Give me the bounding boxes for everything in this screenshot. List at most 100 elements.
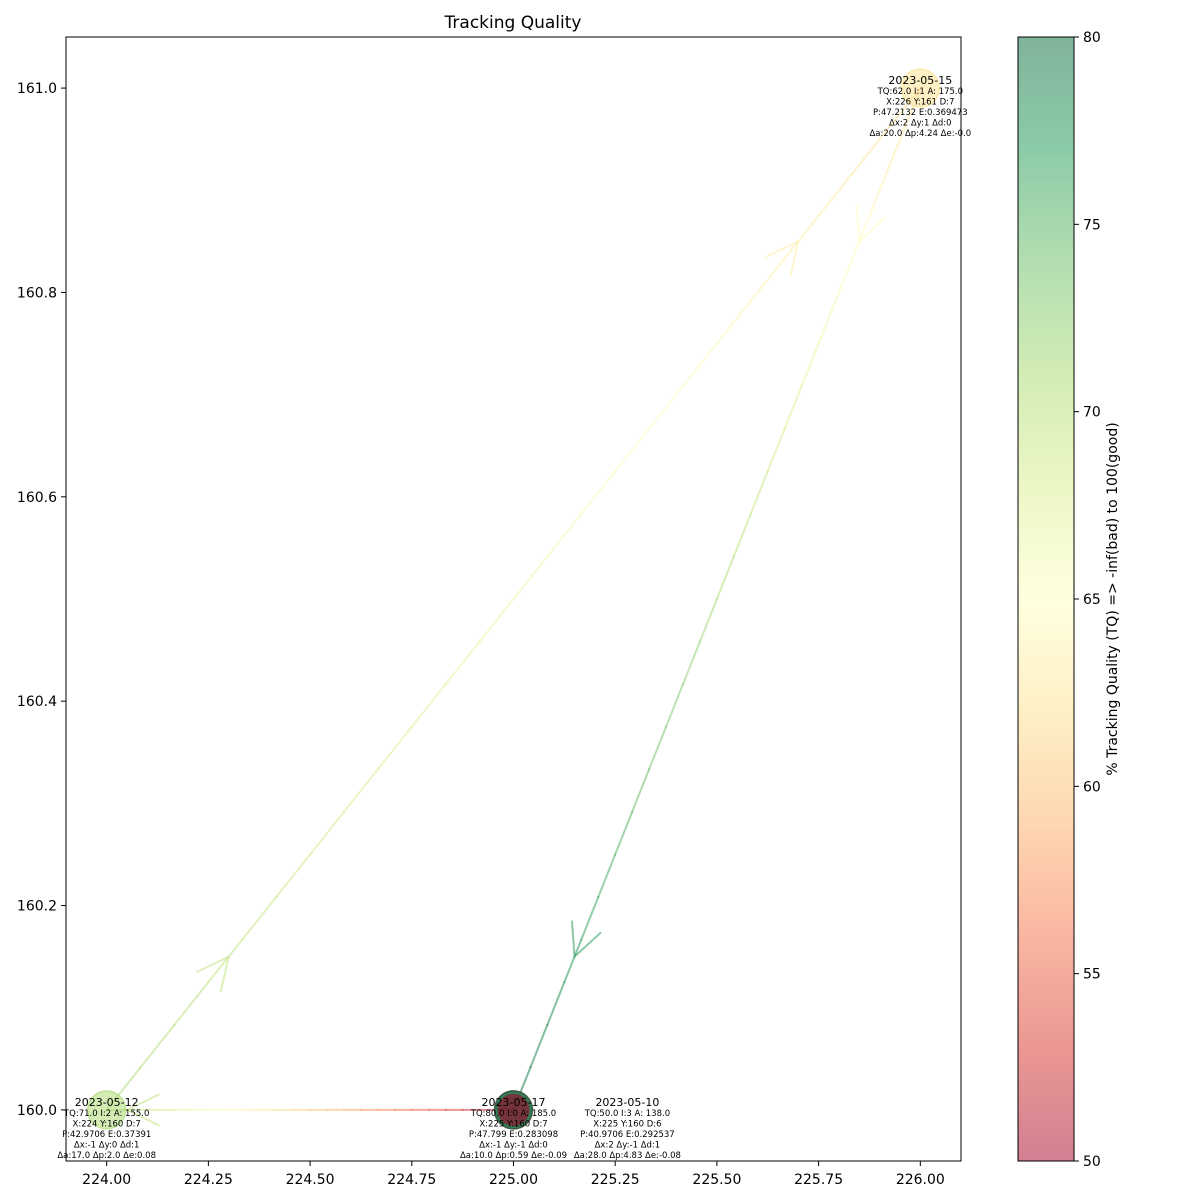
x-tick-label: 224.25 xyxy=(184,1172,233,1188)
path-segment xyxy=(275,853,312,899)
annotation-date: 2023-05-12 xyxy=(75,1096,139,1109)
path-segment xyxy=(698,598,718,643)
path-segment xyxy=(444,640,481,686)
path-segment xyxy=(648,725,668,771)
colorbar-tick-label: 65 xyxy=(1083,592,1101,608)
annotation-line: TQ:62.0 I:1 A: 175.0 xyxy=(877,87,963,97)
path-segment xyxy=(410,683,447,728)
path-segment xyxy=(749,470,769,515)
path-segment xyxy=(597,853,617,899)
colorbar-tick-label: 50 xyxy=(1083,1154,1101,1170)
path-arrowhead xyxy=(855,205,887,244)
data-point xyxy=(86,1090,127,1130)
x-tick-label: 225.75 xyxy=(794,1172,843,1188)
colorbar-tick-label: 60 xyxy=(1083,779,1101,795)
chart-title: Tracking Quality xyxy=(444,13,582,33)
path-arrowhead xyxy=(195,954,231,992)
annotation-line: Δa:28.0 Δp:4.83 Δe:-0.08 xyxy=(574,1151,681,1161)
colorbar: % Tracking Quality (TQ) => -inf(bad) to … xyxy=(1017,30,1121,1170)
y-tick-label: 160.4 xyxy=(17,694,57,710)
annotation-line: Δx:-1 Δy:0 Δd:1 xyxy=(74,1140,140,1150)
annotation-line: X:225 Y:160 D:6 xyxy=(593,1119,661,1129)
path-segment xyxy=(715,299,752,345)
path-arrowhead xyxy=(570,920,602,959)
path-segment xyxy=(783,385,803,430)
path-segment xyxy=(817,172,854,217)
path-segment xyxy=(563,938,583,984)
y-tick-label: 160.6 xyxy=(17,490,57,506)
y-tick-label: 160.8 xyxy=(17,285,57,301)
annotation-line: TQ:80.0 I:0 A: 185.0 xyxy=(470,1109,556,1119)
data-point xyxy=(900,68,941,108)
y-tick-label: 160.2 xyxy=(17,899,57,915)
colorbar-tick-label: 70 xyxy=(1083,405,1101,421)
annotation-line: X:225 Y:160 D:7 xyxy=(479,1119,547,1129)
path-segment xyxy=(207,938,244,984)
annotation-line: Δx:2 Δy:-1 Δd:1 xyxy=(595,1140,661,1150)
path-segment xyxy=(800,342,820,388)
annotation-date: 2023-05-15 xyxy=(888,74,952,87)
path-segment xyxy=(868,172,888,217)
path-arrowhead xyxy=(124,1093,160,1127)
annotation-line: Δa:17.0 Δp:2.0 Δe:0.08 xyxy=(57,1151,156,1161)
annotation-line: X:224 Y:160 D:7 xyxy=(73,1119,141,1129)
path-segment xyxy=(614,427,651,473)
path-segment xyxy=(614,810,634,856)
data-point-overlap xyxy=(495,1091,532,1128)
annotation-date: 2023-05-10 xyxy=(595,1096,659,1109)
path-segment xyxy=(851,214,871,260)
annotation-line: TQ:71.0 I:2 A: 155.0 xyxy=(63,1109,149,1119)
path-segment xyxy=(834,257,854,302)
x-tick-label: 224.00 xyxy=(82,1172,131,1188)
path-segment xyxy=(648,385,685,430)
path-segment xyxy=(546,981,566,1026)
path-segment xyxy=(529,1023,549,1069)
path-segment xyxy=(715,555,735,600)
path-segment xyxy=(851,129,888,175)
path-segment xyxy=(376,725,413,771)
path-segment xyxy=(478,598,515,643)
x-tick-label: 224.75 xyxy=(387,1172,436,1188)
y-tick-label: 160.0 xyxy=(17,1103,57,1119)
path-segment xyxy=(580,896,600,941)
path-segment xyxy=(342,768,379,813)
path-segment xyxy=(546,512,583,558)
x-tick-label: 225.50 xyxy=(692,1172,741,1188)
axes: 224.00 224.25 224.50 224.75 225.00 225.25 225.… xyxy=(17,81,945,1188)
path-segment xyxy=(139,1023,176,1069)
colorbar-tick-label: 75 xyxy=(1083,217,1101,233)
annotation-line: TQ:50.0 I:3 A: 138.0 xyxy=(584,1109,670,1119)
annotation-date: 2023-05-17 xyxy=(482,1096,546,1109)
annotation-line: Δa:20.0 Δp:4.24 Δe:-0.0 xyxy=(869,129,971,139)
colorbar-tick-label: 80 xyxy=(1083,30,1101,46)
annotation-line: P:47.2132 E:0.369473 xyxy=(873,108,968,118)
path-segment xyxy=(173,981,210,1026)
x-tick-label: 225.25 xyxy=(591,1172,640,1188)
path-segment xyxy=(749,257,786,302)
path-segment xyxy=(766,427,786,473)
annotation-line: P:42.9706 E:0.37391 xyxy=(62,1130,151,1140)
path-segment xyxy=(885,129,905,175)
annotation-line: P:47.799 E:0.283098 xyxy=(469,1130,558,1140)
annotation-line: P:40.9706 E:0.292537 xyxy=(580,1130,675,1140)
path-segment xyxy=(682,640,701,686)
path-segment xyxy=(580,470,617,515)
path-segment xyxy=(631,768,651,813)
y-tick-label: 161.0 xyxy=(17,81,57,97)
x-tick-label: 225.00 xyxy=(489,1172,538,1188)
x-tick-label: 226.00 xyxy=(896,1172,945,1188)
colorbar-gradient xyxy=(1018,37,1074,1161)
colorbar-tick-label: 55 xyxy=(1083,967,1101,983)
annotation-line: X:226 Y:161 D:7 xyxy=(886,98,954,108)
path-segment xyxy=(817,299,837,345)
x-tick-label: 224.50 xyxy=(286,1172,335,1188)
path-segment xyxy=(682,342,718,388)
annotation-line: Δx:2 Δy:1 Δd:0 xyxy=(889,119,952,129)
path-segment xyxy=(732,512,752,558)
